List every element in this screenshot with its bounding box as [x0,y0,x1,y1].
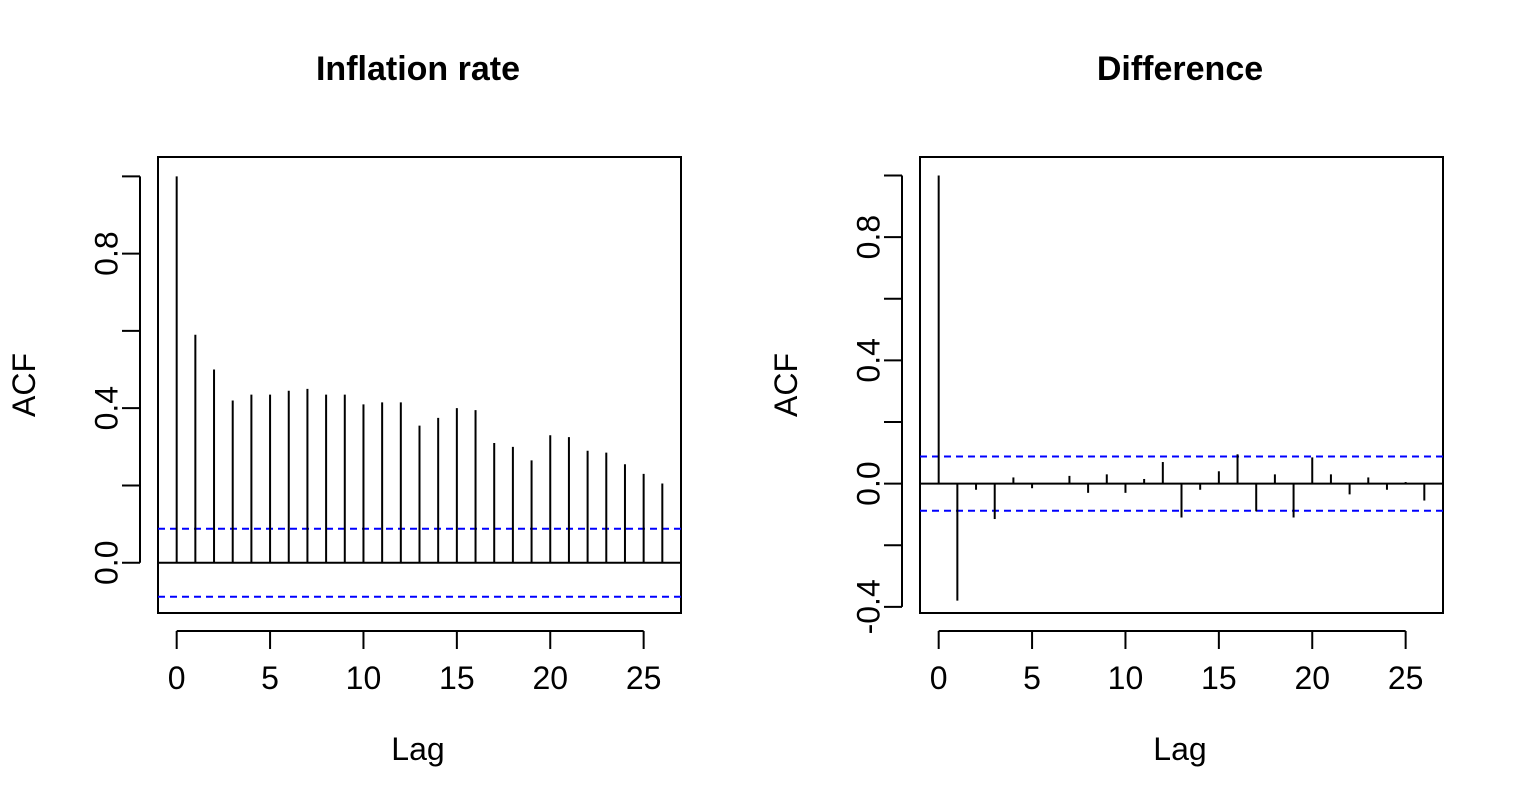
y-tick-label: 0.4 [88,386,124,430]
x-tick-label: 5 [1023,660,1041,696]
y-tick-label: 0.4 [850,338,886,382]
y-tick-label: -0.4 [850,579,886,634]
plot-frame [919,156,1444,614]
x-tick-label: 20 [532,660,568,696]
chart-title: Inflation rate [316,50,520,88]
chart-title: Difference [1097,50,1263,88]
y-axis-label: ACF [6,353,42,417]
y-tick-label: 0.0 [850,461,886,505]
y-axis-label: ACF [768,353,804,417]
acf-panel-inflation-rate: Inflation rate Lag ACF 0 5 10 15 20 25 0.0 0.4 0… [6,50,682,767]
x-tick-label: 10 [346,660,382,696]
y-tick-label: 0.0 [88,541,124,585]
x-tick-label: 15 [1201,660,1237,696]
x-tick-label: 0 [930,660,948,696]
x-axis-label: Lag [391,731,444,767]
x-tick-label: 25 [1388,660,1424,696]
x-axis-label: Lag [1153,731,1206,767]
y-tick-label: 0.8 [88,231,124,275]
acf-panel-difference: Difference Lag ACF 0 5 10 15 20 25 -0.4 0.0 0.4 0… [768,50,1444,767]
x-tick-label: 5 [261,660,279,696]
x-tick-label: 25 [626,660,662,696]
plot-frame [157,156,682,614]
x-tick-label: 0 [168,660,186,696]
y-tick-label: 0.8 [850,215,886,259]
x-tick-label: 20 [1294,660,1330,696]
x-tick-label: 10 [1108,660,1144,696]
x-tick-label: 15 [439,660,475,696]
